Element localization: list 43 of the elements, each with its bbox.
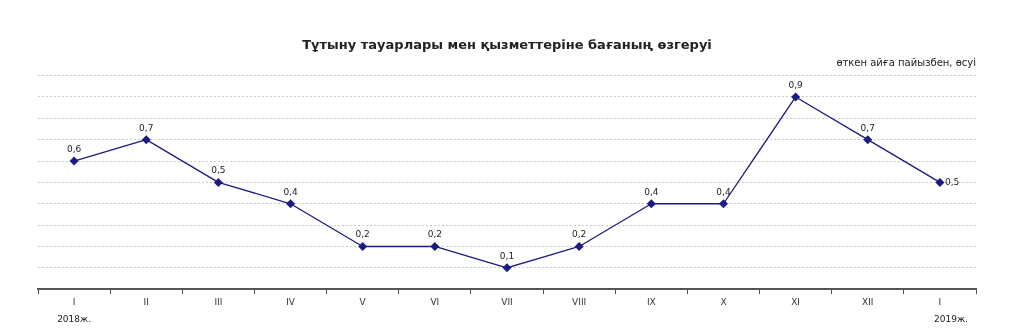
x-tick-label: I [72,296,76,307]
point [69,156,79,166]
point [141,135,151,145]
data-label: 0,5 [944,176,960,187]
text: 2018ж. [57,313,92,324]
x-tick-label: VIII [572,296,587,307]
data-label: 0,4 [716,186,731,197]
text: 2019ж. [934,313,968,324]
point [286,199,296,209]
x-tick-label: I [938,296,942,307]
point [935,177,945,187]
data-label: 0,6 [66,143,82,154]
x-tick-label: II [143,296,149,307]
x-tick-label: XI [791,296,801,307]
x-tick-label: VI [430,296,440,307]
data-label: 0,1 [499,250,515,261]
data-label: 0,2 [427,229,443,240]
point [430,241,440,251]
data-label: 0,7 [139,122,154,133]
point [791,92,801,102]
point [863,135,873,145]
data-label: 0,9 [788,79,804,90]
data-label: 0,2 [355,229,370,240]
point [213,177,223,187]
point [358,241,368,251]
chart-subtitle: өткен айға пайызбен, өсуі [836,57,976,69]
data-label: 0,5 [211,165,226,176]
data-label: 0,2 [571,229,587,240]
data-label: 0,7 [860,122,875,133]
x-tick-label: VII [501,296,513,307]
data-label: 0,4 [644,186,659,197]
chart-title: Тұтыну тауарлары мен қызметтеріне бағаның өзгеруі [302,37,712,53]
x-tick-label: IV [286,296,296,307]
x-tick-label: IX [646,296,656,307]
point [646,199,656,209]
x-tick-label: III [214,296,223,307]
data-label: 0,4 [283,186,298,197]
point [502,263,512,273]
x-tick-label: V [359,296,367,307]
x-tick-label: XII [862,296,874,307]
point [718,199,728,209]
x-tick-label: X [720,296,727,307]
point [574,241,584,251]
